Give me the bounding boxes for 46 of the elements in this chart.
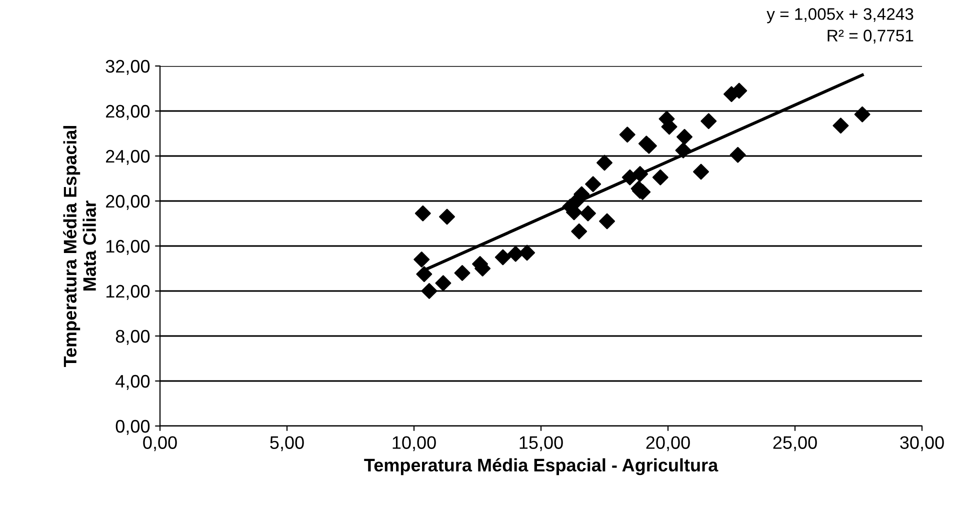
point [599, 213, 616, 230]
y-tick-label: 4,00 [116, 374, 150, 390]
x-tick-label: 0,00 [143, 436, 177, 452]
point [619, 126, 636, 143]
point [676, 128, 692, 145]
point [508, 246, 524, 262]
point [414, 205, 431, 222]
y-tick-label: 0,00 [116, 420, 150, 435]
point [622, 169, 638, 186]
x-tick-label: 5,00 [270, 436, 304, 452]
point [414, 252, 430, 268]
y-tick-label: 16,00 [106, 240, 150, 255]
text: R² = 0,7751 [828, 30, 914, 44]
point [416, 266, 432, 282]
y-tick-label: 32,00 [106, 60, 150, 75]
point [700, 113, 717, 130]
x-tick-label: 10,00 [392, 436, 436, 452]
y-tick-label: 20,00 [106, 194, 150, 210]
point [693, 164, 709, 180]
x-tick-label: 30,00 [900, 436, 944, 452]
point [854, 106, 870, 122]
y-tick-label: 28,00 [106, 104, 150, 120]
point [580, 205, 596, 222]
text: y = 1,005x + 3,4243 [766, 8, 914, 24]
point [439, 208, 455, 225]
point [832, 118, 849, 134]
point [421, 283, 438, 299]
y-axis-title: Temperatura Média Espacial Mata Ciliar [63, 126, 96, 368]
y-tick-label: 12,00 [106, 284, 150, 300]
point [494, 249, 511, 266]
x-tick-label: 20,00 [646, 436, 690, 452]
x-axis-title: Temperatura Média Espacial - Agricultura [364, 458, 718, 476]
point [632, 166, 648, 182]
point [596, 154, 612, 171]
point [652, 169, 668, 186]
point [585, 176, 602, 192]
y-tick-label: 8,00 [116, 330, 150, 345]
point [571, 223, 588, 240]
point [519, 244, 536, 261]
point [730, 146, 746, 163]
point [454, 265, 470, 281]
point [675, 142, 692, 158]
point [435, 275, 452, 292]
x-tick-label: 15,00 [520, 436, 563, 452]
x-tick-label: 25,00 [773, 436, 817, 452]
y-tick-label: 24,00 [106, 150, 150, 165]
